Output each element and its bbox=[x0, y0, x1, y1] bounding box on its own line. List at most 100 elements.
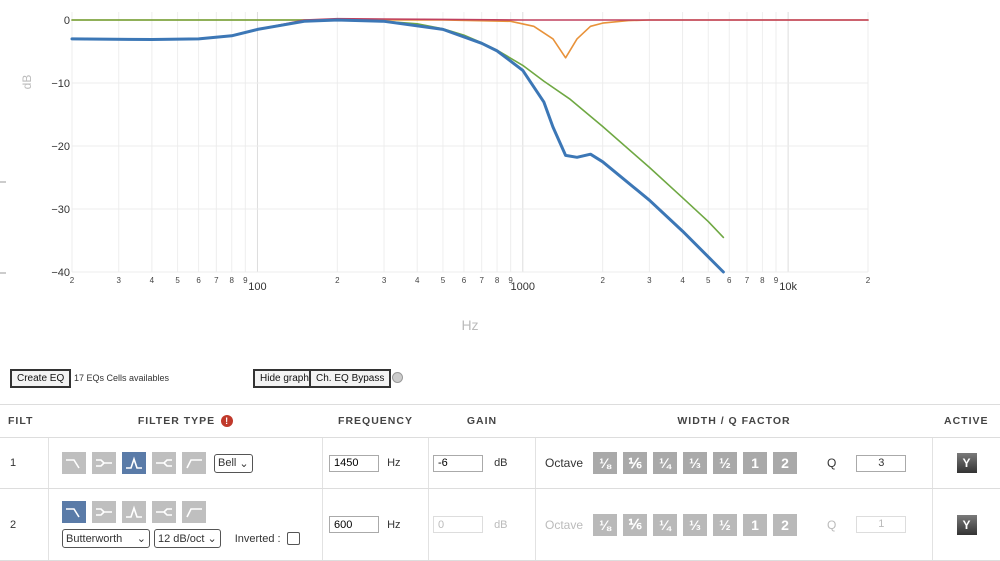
x-tick-label: 3 bbox=[116, 276, 121, 285]
x-axis-label: Hz bbox=[461, 317, 478, 333]
filter-design-select[interactable]: Butterworth⌄ bbox=[62, 529, 150, 548]
frequency-input[interactable] bbox=[329, 455, 379, 472]
octave-button-quarter[interactable]: ¼ bbox=[653, 514, 677, 536]
col-header-gain: GAIN bbox=[429, 405, 536, 438]
octave-button-sixth[interactable]: ⅙ bbox=[623, 514, 647, 536]
octave-button-two[interactable]: 2 bbox=[773, 452, 797, 474]
table-row: 1 Bell⌄ Hz dB bbox=[0, 438, 1000, 489]
octave-button-two[interactable]: 2 bbox=[773, 514, 797, 536]
x-tick-label-major: 100 bbox=[248, 281, 266, 293]
high-pass-filter-icon[interactable] bbox=[182, 501, 206, 523]
active-cell: Y bbox=[933, 489, 1000, 561]
gain-input[interactable] bbox=[433, 516, 483, 533]
x-tick-label: 3 bbox=[647, 276, 652, 285]
y-axis-label: dB bbox=[20, 75, 34, 90]
x-tick-label: 6 bbox=[462, 276, 467, 285]
x-tick-label: 6 bbox=[196, 276, 201, 285]
bell-filter-icon[interactable] bbox=[122, 452, 146, 474]
low-shelf-filter-icon[interactable] bbox=[92, 501, 116, 523]
filter-index: 1 bbox=[0, 438, 49, 489]
y-tick-label: −10 bbox=[51, 78, 70, 90]
filter-index: 2 bbox=[0, 489, 49, 561]
create-eq-button[interactable]: Create EQ bbox=[10, 369, 71, 388]
filter-type-select[interactable]: Bell⌄ bbox=[214, 454, 253, 473]
octave-button-eighth[interactable]: ⅛ bbox=[593, 514, 617, 536]
octave-button-sixth[interactable]: ⅙ bbox=[623, 452, 647, 474]
width-q-cell: Octave ⅛ ⅙ ¼ ⅓ ½ 1 2 Q 1 bbox=[536, 489, 933, 561]
filter-slope-select-value: 12 dB/oct bbox=[158, 533, 204, 545]
table-row: 2 Butterworth⌄ 12 dB/oct⌄ Inverted : bbox=[0, 489, 1000, 561]
active-toggle-button[interactable]: Y bbox=[957, 453, 977, 473]
bypass-status-indicator bbox=[392, 372, 403, 383]
eq-filter-table: FILT FILTER TYPE! FREQUENCY GAIN WIDTH /… bbox=[0, 404, 1000, 561]
octave-button-one[interactable]: 1 bbox=[743, 514, 767, 536]
low-shelf-filter-icon[interactable] bbox=[92, 452, 116, 474]
frequency-cell: Hz bbox=[323, 438, 429, 489]
hide-graph-button[interactable]: Hide graph bbox=[253, 369, 316, 388]
gain-cell: dB bbox=[429, 489, 536, 561]
octave-label: Octave bbox=[545, 518, 583, 532]
high-shelf-filter-icon[interactable] bbox=[152, 452, 176, 474]
frequency-unit: Hz bbox=[387, 519, 400, 531]
gain-unit: dB bbox=[494, 519, 507, 531]
low-pass-filter-icon[interactable] bbox=[62, 452, 86, 474]
x-tick-label: 7 bbox=[214, 276, 219, 285]
octave-button-one[interactable]: 1 bbox=[743, 452, 767, 474]
gain-unit: dB bbox=[494, 457, 507, 469]
x-tick-label-major: 10k bbox=[779, 281, 797, 293]
bell-filter-icon[interactable] bbox=[122, 501, 146, 523]
octave-label: Octave bbox=[545, 456, 583, 470]
gain-input[interactable] bbox=[433, 455, 483, 472]
col-header-width-q: WIDTH / Q FACTOR bbox=[536, 405, 933, 438]
q-label: Q bbox=[827, 518, 836, 532]
x-tick-label: 2 bbox=[600, 276, 605, 285]
alert-icon[interactable]: ! bbox=[221, 415, 233, 427]
x-tick-label: 3 bbox=[382, 276, 387, 285]
filter-slope-select[interactable]: 12 dB/oct⌄ bbox=[154, 529, 221, 548]
x-tick-label: 7 bbox=[479, 276, 484, 285]
x-tick-label: 8 bbox=[760, 276, 765, 285]
y-tick-label: −40 bbox=[51, 267, 70, 279]
active-toggle-button[interactable]: Y bbox=[957, 515, 977, 535]
x-tick-label: 2 bbox=[866, 276, 871, 285]
q-label: Q bbox=[827, 456, 836, 470]
filter-type-cell: Bell⌄ bbox=[49, 438, 323, 489]
active-cell: Y bbox=[933, 438, 1000, 489]
q-factor-input[interactable]: 3 bbox=[856, 455, 906, 472]
octave-button-third[interactable]: ⅓ bbox=[683, 452, 707, 474]
response-curve bbox=[72, 19, 868, 40]
low-pass-filter-icon[interactable] bbox=[62, 501, 86, 523]
octave-button-quarter[interactable]: ¼ bbox=[653, 452, 677, 474]
octave-button-half[interactable]: ½ bbox=[713, 452, 737, 474]
eq-toolbar: Create EQ 17 EQs Cells availables Hide g… bbox=[0, 369, 1000, 389]
high-pass-filter-icon[interactable] bbox=[182, 452, 206, 474]
x-tick-label: 4 bbox=[150, 276, 155, 285]
x-tick-label: 4 bbox=[680, 276, 685, 285]
q-factor-input[interactable]: 1 bbox=[856, 516, 906, 533]
frequency-cell: Hz bbox=[323, 489, 429, 561]
col-header-filter-type-label: FILTER TYPE bbox=[138, 415, 215, 427]
x-tick-label: 2 bbox=[70, 276, 75, 285]
x-tick-label: 9 bbox=[774, 276, 779, 285]
x-tick-label-major: 1000 bbox=[511, 281, 535, 293]
chevron-down-icon: ⌄ bbox=[137, 532, 146, 545]
filter-type-cell: Butterworth⌄ 12 dB/oct⌄ Inverted : bbox=[49, 489, 323, 561]
x-tick-label: 5 bbox=[706, 276, 711, 285]
eq-cells-available-text: 17 EQs Cells availables bbox=[74, 373, 169, 383]
octave-button-third[interactable]: ⅓ bbox=[683, 514, 707, 536]
frequency-input[interactable] bbox=[329, 516, 379, 533]
col-header-frequency: FREQUENCY bbox=[323, 405, 429, 438]
inverted-checkbox[interactable] bbox=[287, 532, 300, 545]
frequency-unit: Hz bbox=[387, 457, 400, 469]
col-header-active: ACTIVE bbox=[933, 405, 1000, 438]
octave-button-half[interactable]: ½ bbox=[713, 514, 737, 536]
y-tick-label: −30 bbox=[51, 204, 70, 216]
graph-curves bbox=[72, 19, 868, 272]
eq-bypass-button[interactable]: Ch. EQ Bypass bbox=[309, 369, 391, 388]
x-tick-label: 2 bbox=[335, 276, 340, 285]
response-curve bbox=[72, 20, 723, 237]
x-tick-label: 5 bbox=[441, 276, 446, 285]
octave-button-eighth[interactable]: ⅛ bbox=[593, 452, 617, 474]
high-shelf-filter-icon[interactable] bbox=[152, 501, 176, 523]
